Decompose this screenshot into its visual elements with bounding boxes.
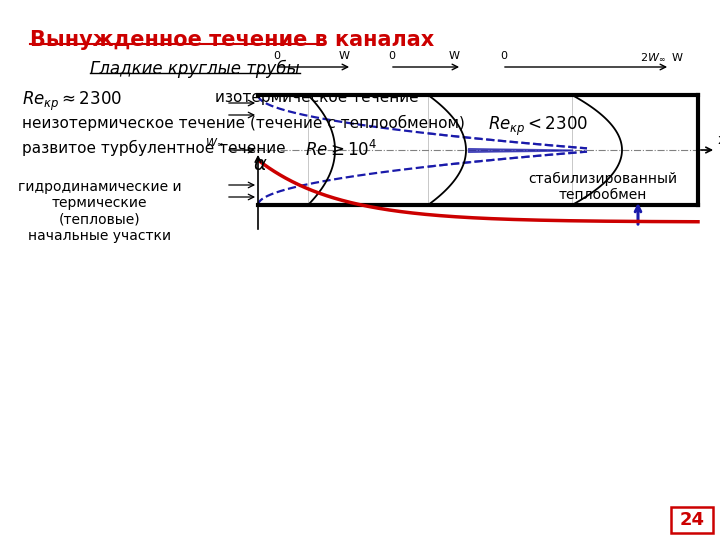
Text: $Re  \geq 10^{4}$: $Re \geq 10^{4}$ [305,140,377,160]
Text: гидродинамические и
термические
(тепловые)
начальные участки: гидродинамические и термические (тепловы… [18,180,181,242]
Text: стабилизированный
теплообмен: стабилизированный теплообмен [528,172,677,202]
Text: 0: 0 [274,51,281,61]
Text: изотермическое течение: изотермическое течение [215,90,418,105]
Text: $Re_{\kappa p} < 2300$: $Re_{\kappa p} < 2300$ [488,115,588,138]
Text: $2W_\infty$  W: $2W_\infty$ W [639,51,684,63]
Text: 0: 0 [389,51,395,61]
Text: Вынужденное течение в каналах: Вынужденное течение в каналах [30,30,434,50]
Text: 0: 0 [500,51,508,61]
Text: неизотермическое течение (течение с теплообменом): неизотермическое течение (течение с тепл… [22,115,465,131]
FancyBboxPatch shape [671,507,713,533]
Text: развитое турбулентное течение: развитое турбулентное течение [22,140,286,156]
Text: W: W [449,51,459,61]
Text: $Re_{\kappa p} \approx 2300$: $Re_{\kappa p} \approx 2300$ [22,90,122,113]
Text: $W_\infty$: $W_\infty$ [205,136,224,148]
Text: $\alpha$: $\alpha$ [253,155,268,174]
Text: W: W [338,51,349,61]
Text: x: x [718,133,720,147]
Text: Гладкие круглые трубы: Гладкие круглые трубы [90,60,300,78]
Text: 24: 24 [680,511,704,529]
